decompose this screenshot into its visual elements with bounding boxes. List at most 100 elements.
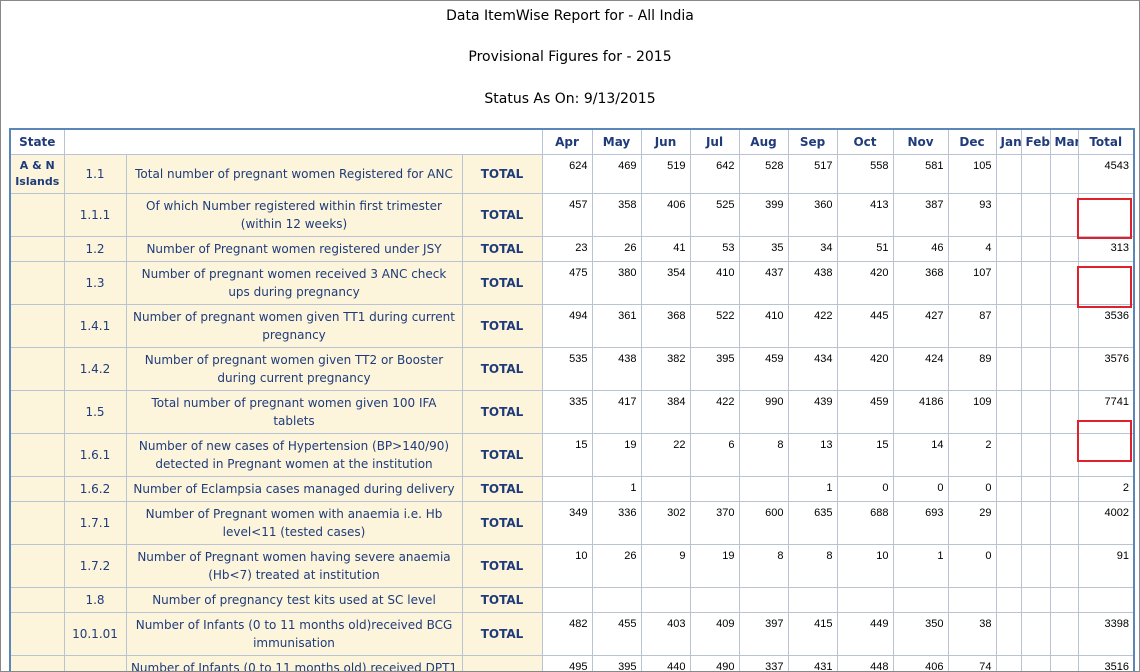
state-cell: [9, 501, 65, 545]
value-cell: 9: [640, 544, 691, 588]
total-cell: 4002: [1077, 501, 1135, 545]
value-cell: 109: [947, 390, 997, 434]
header-cell: Sep: [787, 128, 838, 155]
state-cell: [9, 587, 65, 613]
header-cell: May: [591, 128, 642, 155]
value-cell: 475: [541, 261, 593, 305]
description-cell: Number of pregnancy test kits used at SC…: [125, 587, 463, 613]
table-row: 1.6.2 Number of Eclampsia cases managed d…: [9, 476, 1135, 502]
header-cell: Dec: [947, 128, 997, 155]
header-row: State Apr May Jun Jul Aug Sep Oct Nov Dec Jan Feb Ma…: [9, 128, 1135, 155]
value-cell: 420: [836, 347, 894, 391]
value-cell: 26: [591, 544, 642, 588]
state-cell: [9, 236, 65, 262]
value-cell: [1020, 612, 1051, 656]
value-cell: 14: [892, 433, 949, 477]
value-cell: 399: [738, 193, 789, 237]
value-cell: 15: [836, 433, 894, 477]
value-cell: [1020, 390, 1051, 434]
value-cell: 10: [541, 544, 593, 588]
value-cell: 358: [591, 193, 642, 237]
value-cell: 26: [591, 236, 642, 262]
type-cell: TOTAL: [461, 390, 543, 434]
table-row: 10.1.01 Number of Infants (0 to 11 months…: [9, 612, 1135, 656]
value-cell: [1049, 347, 1079, 391]
value-cell: 23: [541, 236, 593, 262]
value-cell: 459: [836, 390, 894, 434]
value-cell: [738, 476, 789, 502]
value-cell: [1020, 236, 1051, 262]
table-row: 1.8 Number of pregnancy test kits used at…: [9, 587, 1135, 613]
table-row: 1.1.1 Of which Number registered within f…: [9, 193, 1135, 237]
description-cell: Number of pregnant women given TT2 or Bo…: [125, 347, 463, 391]
value-cell: [1020, 501, 1051, 545]
value-cell: 361: [591, 304, 642, 348]
value-cell: [995, 261, 1022, 305]
type-cell: TOTAL: [461, 655, 543, 671]
value-cell: 87: [947, 304, 997, 348]
value-cell: [541, 476, 593, 502]
value-cell: [1020, 476, 1051, 502]
value-cell: [1049, 304, 1079, 348]
value-cell: 469: [591, 154, 642, 194]
value-cell: 380: [591, 261, 642, 305]
value-cell: 427: [892, 304, 949, 348]
description-cell: Number of Pregnant women having severe a…: [125, 544, 463, 588]
value-cell: [1049, 655, 1079, 671]
type-cell: TOTAL: [461, 193, 543, 237]
highlight-box: [1077, 266, 1132, 308]
value-cell: 424: [892, 347, 949, 391]
value-cell: [1049, 261, 1079, 305]
value-cell: 635: [787, 501, 838, 545]
type-cell: TOTAL: [461, 304, 543, 348]
value-cell: [1049, 501, 1079, 545]
type-cell: TOTAL: [461, 154, 543, 194]
header-cell: Feb: [1020, 128, 1051, 155]
value-cell: [995, 587, 1022, 613]
value-cell: 93: [947, 193, 997, 237]
description-cell: Of which Number registered within first …: [125, 193, 463, 237]
value-cell: 431: [787, 655, 838, 671]
table-row: 1.3 Number of pregnant women received 3 A…: [9, 261, 1135, 305]
table-row: 10.1.02Number of Infants (0 to 11 months…: [9, 655, 1135, 671]
value-cell: 74: [947, 655, 997, 671]
value-cell: 360: [787, 193, 838, 237]
description-cell: Total number of pregnant women given 100…: [125, 390, 463, 434]
value-cell: [1049, 433, 1079, 477]
table-body: A & N Islands 1.1 Total number of pregnant…: [9, 154, 1135, 671]
value-cell: 434: [787, 347, 838, 391]
header-cell: Jan: [995, 128, 1022, 155]
value-cell: 519: [640, 154, 691, 194]
value-cell: 410: [738, 304, 789, 348]
value-cell: [995, 476, 1022, 502]
value-cell: 337: [738, 655, 789, 671]
value-cell: [1049, 390, 1079, 434]
value-cell: [995, 501, 1022, 545]
value-cell: 51: [836, 236, 894, 262]
description-cell: Number of pregnant women received 3 ANC …: [125, 261, 463, 305]
state-cell: A & N Islands: [9, 154, 65, 194]
description-cell: Number of Infants (0 to 11 months old)re…: [125, 612, 463, 656]
value-cell: 22: [640, 433, 691, 477]
code-cell: 1.6.2: [63, 476, 127, 502]
value-cell: 406: [640, 193, 691, 237]
value-cell: [892, 587, 949, 613]
value-cell: [1049, 193, 1079, 237]
report-status: Status As On: 9/13/2015: [484, 91, 656, 107]
value-cell: [1049, 587, 1079, 613]
value-cell: [995, 390, 1022, 434]
value-cell: 439: [787, 390, 838, 434]
value-cell: [1049, 236, 1079, 262]
value-cell: [1020, 304, 1051, 348]
value-cell: 2: [947, 433, 997, 477]
description-cell: Number of new cases of Hypertension (BP>…: [125, 433, 463, 477]
state-cell: [9, 544, 65, 588]
total-cell: 3516: [1077, 655, 1135, 671]
state-cell: [9, 347, 65, 391]
value-cell: 10: [836, 544, 894, 588]
value-cell: 495: [541, 655, 593, 671]
value-cell: [689, 587, 740, 613]
value-cell: 455: [591, 612, 642, 656]
value-cell: 528: [738, 154, 789, 194]
